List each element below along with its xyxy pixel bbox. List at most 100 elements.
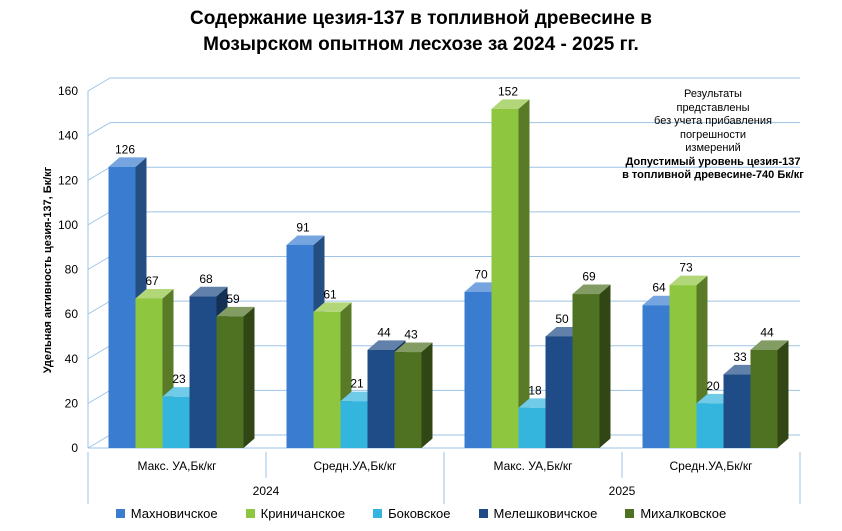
gridline-diagonal [87,122,111,137]
x-group-label: 2025 [609,484,636,498]
note-line: погрешности [679,128,747,141]
legend-item: Криничанское [245,506,346,521]
chart-title-line-2: Мозырском опытном лесхозе за 2024 - 2025… [203,34,639,55]
bar-value-label: 44 [377,325,391,339]
legend-item: Мелешковичское [478,506,598,521]
bar [572,294,600,448]
x-category-label: Макс. УА,Бк/кг [137,459,217,473]
bar-top [286,235,325,245]
bar-value-label: 23 [172,372,186,386]
bar-value-label: 59 [226,292,240,306]
gridline-diagonal [87,211,111,226]
bar-top [135,289,174,299]
bar-top [216,306,255,317]
bar-value-label: 69 [582,270,596,284]
note-line: измерений [685,142,741,154]
bar-value-label: 126 [115,142,135,156]
bar [723,374,751,448]
y-tick-label: 60 [65,307,79,321]
bar-value-label: 61 [323,287,337,301]
y-tick-label: 160 [58,84,78,98]
x-category-label: Средн.УА,Бк/кг [670,459,754,473]
note-limit-line: в топливной древесине-740 Бк/кг [622,169,804,181]
bar [108,166,136,449]
bar [394,352,422,448]
bar [367,349,395,448]
bar-top [750,340,789,350]
y-tick-label: 120 [58,173,78,187]
bar [750,349,778,448]
legend-item: Махновичское [115,506,218,521]
gridline-diagonal [87,434,111,449]
bar-value-label: 73 [679,261,693,275]
chart-title-line-1: Содержание цезия-137 в топливной древеси… [190,8,652,29]
y-tick-label: 100 [58,218,78,232]
bar-top [394,342,433,353]
gridline-diagonal [87,300,111,315]
note-limit-line: Допустимый уровень цезия-137 [625,155,801,168]
legend-swatch [625,509,635,518]
bar-top [189,286,228,297]
legend-swatch [373,509,383,518]
bar [491,108,519,448]
legend-swatch [245,509,255,518]
chart-title: Содержание цезия-137 в топливной древеси… [0,6,842,58]
bar-value-label: 43 [404,328,418,342]
bar [189,296,217,448]
bar-side [599,284,611,448]
bar [216,316,244,448]
bar-side [243,306,255,448]
legend-item: Боковское [373,506,451,521]
legend-label: Михалковское [640,506,727,521]
bar-value-label: 50 [555,312,569,326]
bar-value-label: 33 [733,350,747,364]
legend-label: Махновичское [130,506,218,521]
bar-value-label: 18 [528,383,542,397]
legend-label: Криничанское [260,506,346,521]
y-tick-label: 140 [58,129,78,143]
bar-value-label: 91 [296,220,310,234]
note-line: представлены [676,101,750,114]
bar [135,298,163,448]
bar-side [421,342,433,448]
bar-value-label: 152 [498,84,518,98]
y-tick-label: 80 [65,263,79,277]
gridline-diagonal [87,345,111,360]
bar-value-label: 70 [474,267,488,281]
legend-item: Михалковское [625,506,726,521]
legend-swatch [478,509,488,518]
gridline-diagonal [87,77,111,92]
bar-side [777,340,789,448]
bar-top [108,157,147,167]
bar-value-label: 20 [706,379,720,393]
bar-value-label: 68 [199,272,213,286]
bar [464,291,492,448]
bar-value-label: 67 [145,274,159,288]
bar-top [491,99,530,109]
legend-label: Мелешковичское [493,506,598,521]
gridline-diagonal [87,166,111,181]
y-tick-label: 40 [65,352,79,366]
x-category-label: Макс. УА,Бк/кг [493,459,573,473]
bar-top [313,302,352,312]
bar [313,311,341,448]
bar [162,396,190,448]
bar-top [367,340,406,350]
x-group-label: 2024 [253,484,280,498]
bar-side [518,99,530,448]
bar-top [572,284,611,295]
y-tick-label: 0 [71,441,78,455]
gridline-diagonal [87,389,111,404]
bar [545,336,573,448]
legend-label: Боковское [388,506,451,521]
note-line: Результаты [684,88,742,100]
y-tick-label: 20 [65,396,79,410]
bar-value-label: 44 [760,325,774,339]
bar [642,305,670,448]
bar [669,285,697,448]
note-line: без учета прибавления [654,115,772,127]
bar [286,244,314,448]
bar [518,407,546,448]
chart-note: Результаты представлены без учета прибав… [598,88,828,183]
